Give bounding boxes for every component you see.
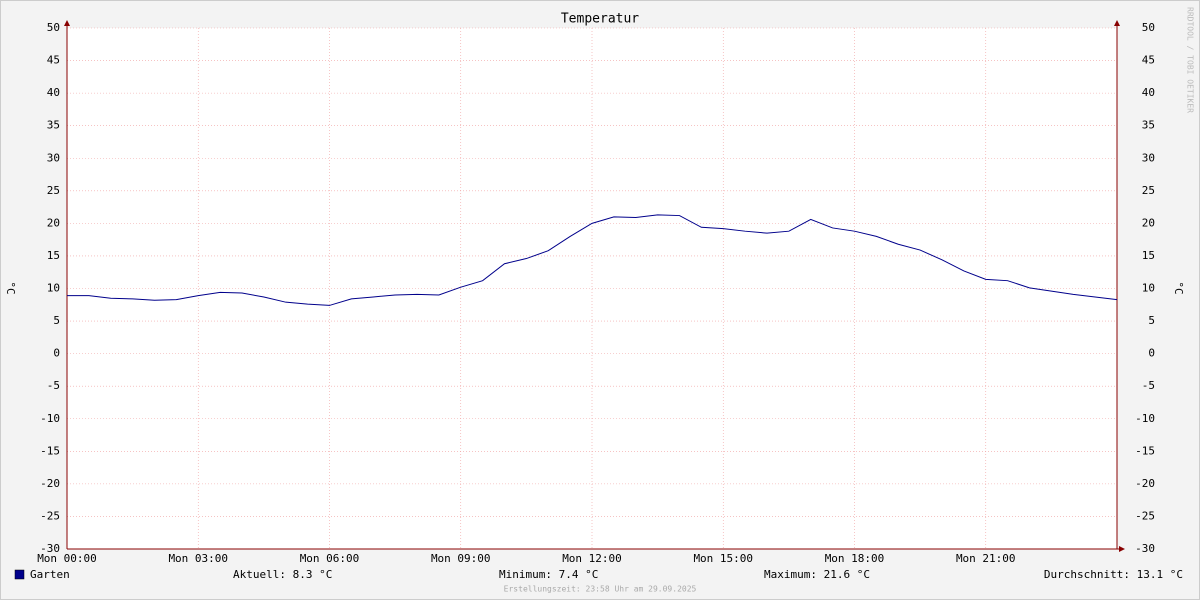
y-tick-label: 0 <box>53 347 60 360</box>
stat: Minimum: 7.4 °C <box>499 568 598 581</box>
watermark: RRDTOOL / TOBI OETIKER <box>1186 7 1195 113</box>
y-tick-label: 15 <box>47 249 60 262</box>
y-tick-label: -15 <box>40 444 60 457</box>
data-line <box>67 214 1118 306</box>
y-tick-label: -5 <box>47 379 60 392</box>
y2-tick-label: 20 <box>1142 216 1155 229</box>
legend-swatch <box>14 569 25 580</box>
x-tick-label: Mon 21:00 <box>956 552 1016 565</box>
y2-tick-label: -5 <box>1142 379 1155 392</box>
y-tick-label: -30 <box>40 542 60 555</box>
y2-tick-label: -20 <box>1135 477 1155 490</box>
arrow <box>1114 20 1120 26</box>
arrow <box>1119 546 1125 552</box>
y2-tick-label: 45 <box>1142 54 1155 67</box>
y-tick-label: 35 <box>47 119 60 132</box>
x-tick-label: Mon 06:00 <box>300 552 360 565</box>
x-tick-label: Mon 00:00 <box>37 552 97 565</box>
x-tick-label: Mon 18:00 <box>825 552 885 565</box>
y2-tick-label: -10 <box>1135 412 1155 425</box>
x-tick-label: Mon 09:00 <box>431 552 491 565</box>
y-tick-label: -10 <box>40 412 60 425</box>
y2-tick-label: 25 <box>1142 184 1155 197</box>
stat: Maximum: 21.6 °C <box>764 568 870 581</box>
y-tick-label: 30 <box>47 151 60 164</box>
y2-tick-label: 15 <box>1142 249 1155 262</box>
y2-tick-label: 0 <box>1148 347 1155 360</box>
y2-tick-label: 35 <box>1142 119 1155 132</box>
y-axis-label: °C <box>4 281 17 294</box>
y-tick-label: 45 <box>47 54 60 67</box>
legend-label: Garten <box>30 568 70 581</box>
footer: Erstellungszeit: 23:58 Uhr am 29.09.2025 <box>504 585 697 594</box>
y2-tick-label: -30 <box>1135 542 1155 555</box>
y-tick-label: 40 <box>47 86 60 99</box>
y2-tick-label: -25 <box>1135 509 1155 522</box>
arrow <box>64 20 70 26</box>
x-tick-label: Mon 15:00 <box>693 552 753 565</box>
y2-axis-label: °C <box>1172 281 1185 294</box>
y-tick-label: 5 <box>53 314 60 327</box>
y-tick-label: -20 <box>40 477 60 490</box>
chart-title: Temperatur <box>561 12 639 27</box>
y2-tick-label: 40 <box>1142 86 1155 99</box>
stat: Aktuell: 8.3 °C <box>233 568 332 581</box>
y2-tick-label: -15 <box>1135 444 1155 457</box>
y-tick-label: 10 <box>47 282 60 295</box>
x-tick-label: Mon 03:00 <box>168 552 228 565</box>
y2-tick-label: 5 <box>1148 314 1155 327</box>
y2-tick-label: 30 <box>1142 151 1155 164</box>
x-tick-label: Mon 12:00 <box>562 552 622 565</box>
y-tick-label: 25 <box>47 184 60 197</box>
y2-tick-label: 50 <box>1142 21 1155 34</box>
y2-tick-label: 10 <box>1142 282 1155 295</box>
y-tick-label: 20 <box>47 216 60 229</box>
stat: Durchschnitt: 13.1 °C <box>1044 568 1183 581</box>
y-tick-label: -25 <box>40 509 60 522</box>
y-tick-label: 50 <box>47 21 60 34</box>
